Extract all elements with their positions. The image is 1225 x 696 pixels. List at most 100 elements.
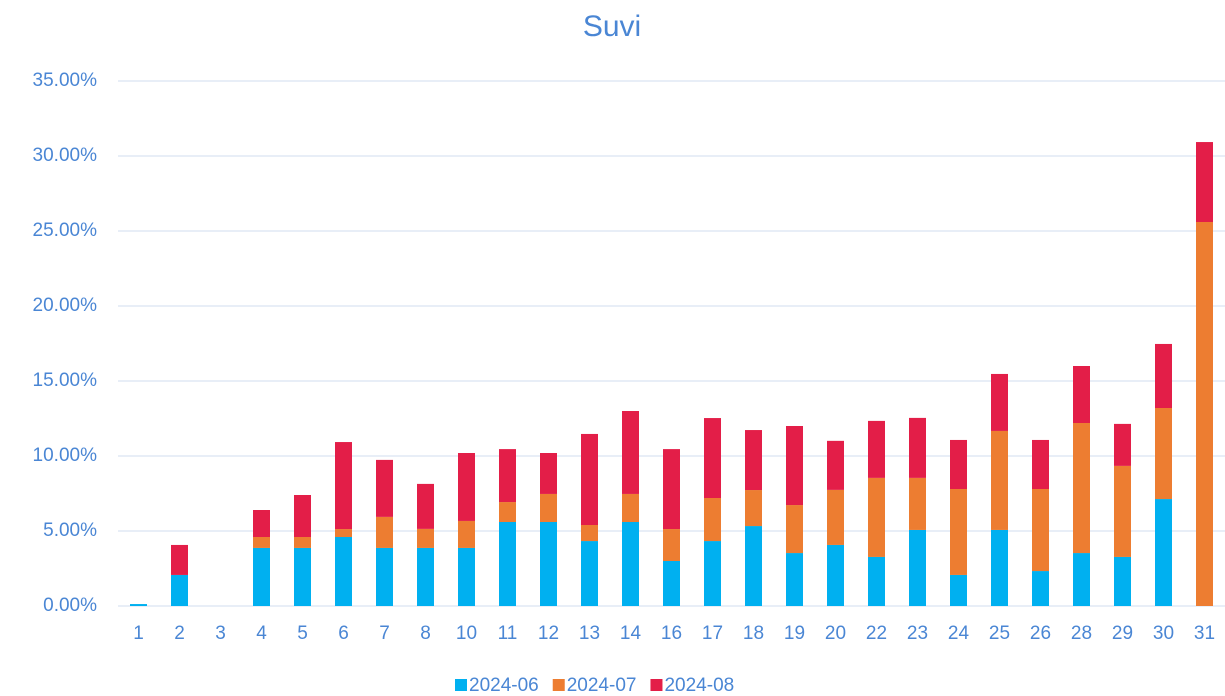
bar-segment (1114, 465, 1131, 557)
bar-segment (991, 373, 1008, 431)
legend-swatch (552, 679, 565, 691)
bar-segment (499, 522, 516, 606)
bar-segment (458, 453, 475, 521)
bar-segment (1155, 408, 1172, 500)
y-tick-label: 0.00% (43, 595, 97, 616)
bar-segment (663, 449, 680, 530)
legend-swatch (650, 679, 663, 691)
x-tick-label: 6 (338, 623, 349, 644)
bar-segment (540, 453, 557, 494)
bar-segment (950, 489, 967, 575)
bar-segment (458, 547, 475, 606)
bar-segment (1073, 366, 1090, 423)
bar-segment (704, 541, 721, 606)
bar-segment (294, 547, 311, 606)
bar-segment (622, 411, 639, 494)
bar-segment (868, 556, 885, 606)
legend-label: 2024-07 (567, 675, 637, 696)
bar-segment (868, 477, 885, 557)
bar-segment (417, 483, 434, 529)
bar-segment (499, 449, 516, 503)
bar-segment (253, 547, 270, 606)
x-tick-label: 20 (825, 623, 846, 644)
bar-segment (909, 417, 926, 478)
bar-segment (950, 439, 967, 489)
bar-segment (540, 522, 557, 606)
x-tick-label: 29 (1112, 623, 1133, 644)
bar-segment (704, 498, 721, 542)
bar-segment (376, 516, 393, 548)
x-tick-label: 23 (907, 623, 928, 644)
bar-segment (417, 547, 434, 606)
x-tick-label: 22 (866, 623, 887, 644)
x-tick-label: 11 (498, 623, 518, 644)
bar-segment (909, 529, 926, 606)
bar-segment (1073, 423, 1090, 554)
x-tick-label: 24 (948, 623, 970, 644)
bar-segment (745, 430, 762, 491)
x-tick-label: 3 (215, 623, 226, 644)
y-tick-label: 15.00% (33, 370, 98, 391)
y-tick-label: 25.00% (33, 220, 98, 241)
bar-segment (1032, 571, 1049, 606)
y-tick-label: 10.00% (33, 445, 98, 466)
x-tick-label: 26 (1030, 623, 1051, 644)
bar-segment (376, 547, 393, 606)
bar-segment (827, 489, 844, 545)
bar-segment (1114, 423, 1131, 466)
bar-segment (786, 426, 803, 506)
y-tick-label: 5.00% (43, 520, 97, 541)
x-tick-label: 13 (579, 623, 600, 644)
bar-segment (1032, 439, 1049, 489)
bar-segment (622, 522, 639, 606)
bar-segment (335, 442, 352, 530)
bar-segment (581, 433, 598, 525)
bar-segment (171, 544, 188, 575)
x-tick-label: 12 (538, 623, 559, 644)
bar-segment (1032, 489, 1049, 572)
x-tick-label: 18 (743, 623, 764, 644)
legend-label: 2024-06 (469, 675, 539, 696)
bar-segment (827, 544, 844, 606)
bar-segment (335, 529, 352, 537)
bar-segment (540, 493, 557, 522)
bar-segment (622, 493, 639, 522)
x-tick-label: 19 (784, 623, 805, 644)
bar-segment (130, 604, 147, 606)
legend-swatch (455, 679, 467, 691)
bar-segment (581, 541, 598, 606)
x-tick-label: 31 (1194, 623, 1215, 644)
bar-segment (991, 529, 1008, 606)
bar-segment (294, 537, 311, 548)
bar-segment (745, 526, 762, 606)
bar-segment (171, 574, 188, 606)
legend-label: 2024-08 (664, 675, 734, 696)
bar-segment (827, 440, 844, 490)
x-tick-label: 16 (661, 623, 682, 644)
y-tick-label: 20.00% (33, 295, 98, 316)
bar-segment (786, 505, 803, 554)
bar-segment (417, 528, 434, 548)
bar-segment (1196, 222, 1213, 606)
x-tick-label: 14 (620, 623, 642, 644)
bar-segment (1155, 499, 1172, 606)
x-tick-label: 28 (1071, 623, 1092, 644)
bar-segment (663, 529, 680, 561)
bar-segment (499, 502, 516, 522)
y-tick-label: 30.00% (33, 145, 98, 166)
bar-segment (663, 561, 680, 606)
bar-segment (1114, 556, 1131, 606)
x-tick-label: 2 (174, 623, 185, 644)
bar-segment (950, 574, 967, 606)
x-tick-label: 5 (297, 623, 308, 644)
bar-segment (376, 459, 393, 517)
y-tick-label: 35.00% (33, 70, 98, 91)
bar-segment (991, 430, 1008, 530)
x-tick-label: 7 (379, 623, 390, 644)
x-tick-label: 10 (456, 623, 477, 644)
x-tick-label: 4 (256, 623, 267, 644)
bar-segment (786, 553, 803, 606)
bar-segment (581, 525, 598, 542)
x-tick-label: 30 (1153, 623, 1174, 644)
